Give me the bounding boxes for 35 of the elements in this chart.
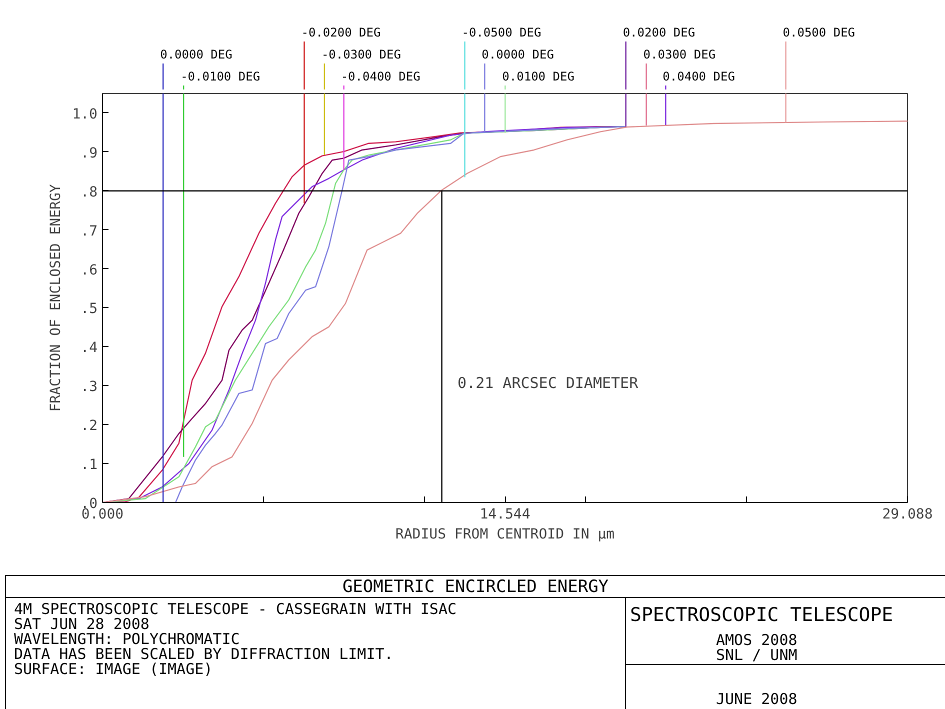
- y-axis-title: FRACTION OF ENCLOSED ENERGY: [48, 184, 64, 412]
- text: -0.0200 DEG: [301, 26, 381, 40]
- series-label: -0.0400 DEG: [340, 70, 420, 84]
- text: -0.0500 DEG: [462, 26, 542, 40]
- y-tick-label: .4: [80, 340, 98, 356]
- text: 0.0000 DEG: [160, 48, 232, 62]
- text: WAVELENGTH: POLYCHROMATIC: [14, 630, 240, 648]
- text: JUNE 2008: [715, 688, 798, 709]
- y-tick-label: .1: [80, 457, 98, 474]
- y-tick-label: .2: [80, 418, 98, 434]
- x-tick-label: 29.088: [882, 506, 933, 522]
- annotation: 0.21 ARCSEC DIAMETER: [458, 374, 640, 392]
- y-tick-label: .9: [80, 145, 98, 162]
- y-tick-label: .7: [80, 223, 98, 240]
- y-tick-label: .3: [80, 379, 98, 396]
- series-label: 0.0100 DEG: [502, 70, 574, 84]
- y-tick-label: .6: [80, 262, 98, 278]
- text: 4M SPECTROSCOPIC TELESCOPE - CASSEGRAIN WITH ISAC: [14, 600, 457, 618]
- text: SPECTROSCOPIC TELESCOPE: [630, 604, 894, 626]
- series-label: -0.0100 DEG: [180, 70, 260, 84]
- y-tick-label: .5: [80, 301, 98, 318]
- y-tick-label: .8: [80, 184, 98, 200]
- series-label: 0.0400 DEG: [662, 70, 735, 84]
- y-tick-label: 1.0: [72, 106, 98, 122]
- text: GEOMETRIC ENCIRCLED ENERGY: [6, 576, 945, 598]
- text: DATA HAS BEEN SCALED BY DIFFRACTION LIMIT.: [14, 645, 394, 663]
- text: 0.0500 DEG: [782, 26, 856, 40]
- x-tick-label: 14.544: [480, 506, 530, 522]
- text: 0.0300 DEG: [643, 48, 716, 62]
- text: 0.0000 DEG: [482, 48, 554, 62]
- text: -0.0300 DEG: [321, 48, 401, 62]
- text: SAT JUN 28 2008: [14, 615, 150, 633]
- x-axis-title: RADIUS FROM CENTROID IN µm: [395, 526, 615, 542]
- text: SURFACE: IMAGE (IMAGE): [14, 660, 213, 678]
- text: 0.0200 DEG: [622, 26, 696, 40]
